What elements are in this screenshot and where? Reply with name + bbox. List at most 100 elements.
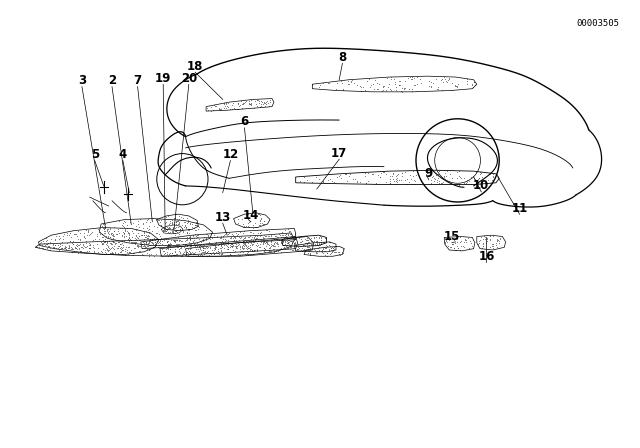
Point	[177, 249, 188, 256]
Point	[247, 248, 257, 255]
Point	[121, 243, 131, 250]
Point	[147, 235, 157, 242]
Point	[163, 215, 173, 222]
Point	[189, 230, 200, 237]
Point	[192, 233, 202, 241]
Point	[100, 249, 111, 256]
Point	[189, 235, 200, 242]
Point	[161, 223, 172, 230]
Point	[211, 244, 221, 251]
Point	[301, 176, 312, 183]
Point	[243, 220, 253, 227]
Point	[54, 232, 64, 239]
Point	[252, 240, 262, 247]
Point	[396, 173, 406, 180]
Point	[168, 241, 179, 249]
Point	[218, 236, 228, 243]
Point	[397, 88, 407, 95]
Point	[283, 237, 293, 244]
Point	[116, 243, 126, 250]
Point	[470, 175, 481, 182]
Point	[108, 234, 118, 241]
Point	[87, 228, 97, 236]
Point	[164, 245, 175, 252]
Point	[191, 239, 202, 246]
Point	[162, 242, 172, 250]
Point	[190, 226, 200, 233]
Point	[186, 251, 196, 258]
Point	[429, 175, 440, 182]
Point	[385, 173, 395, 180]
Point	[106, 234, 116, 241]
Point	[300, 242, 310, 250]
Point	[266, 232, 276, 239]
Point	[227, 240, 237, 247]
Point	[62, 229, 72, 236]
Point	[210, 243, 220, 250]
Point	[145, 237, 155, 245]
Point	[159, 227, 169, 234]
Point	[373, 172, 383, 179]
Point	[318, 178, 328, 185]
Point	[52, 242, 63, 249]
Point	[411, 171, 421, 178]
Point	[244, 99, 254, 107]
Point	[207, 246, 217, 254]
Point	[399, 86, 409, 93]
Point	[234, 241, 244, 248]
Point	[163, 228, 173, 236]
Point	[259, 218, 269, 225]
Point	[180, 225, 191, 232]
Point	[243, 223, 253, 230]
Point	[85, 245, 95, 252]
Point	[331, 248, 341, 255]
Point	[424, 77, 435, 84]
Point	[243, 214, 253, 221]
Point	[115, 224, 125, 231]
Point	[67, 248, 77, 255]
Point	[59, 230, 69, 237]
Point	[299, 245, 309, 252]
Point	[214, 105, 224, 112]
Point	[166, 219, 177, 226]
Point	[298, 245, 308, 252]
Point	[333, 248, 343, 255]
Point	[188, 237, 198, 245]
Point	[175, 217, 186, 224]
Point	[140, 243, 150, 250]
Point	[232, 242, 243, 250]
Point	[306, 240, 316, 247]
Point	[50, 237, 60, 244]
Point	[394, 81, 404, 88]
Point	[157, 240, 167, 247]
Point	[173, 223, 183, 230]
Point	[282, 236, 292, 243]
Point	[236, 233, 246, 240]
Point	[74, 249, 84, 256]
Point	[264, 103, 275, 110]
Point	[172, 220, 182, 228]
Point	[319, 244, 330, 251]
Point	[160, 250, 170, 257]
Point	[129, 250, 140, 257]
Point	[120, 248, 130, 255]
Point	[229, 235, 239, 242]
Point	[172, 228, 182, 236]
Point	[259, 232, 269, 239]
Point	[143, 241, 153, 248]
Point	[464, 178, 474, 185]
Point	[138, 251, 148, 258]
Point	[275, 233, 285, 240]
Point	[248, 230, 258, 237]
Point	[189, 252, 200, 259]
Point	[237, 229, 248, 236]
Point	[223, 103, 234, 111]
Point	[42, 245, 52, 252]
Point	[456, 237, 466, 245]
Point	[88, 243, 98, 250]
Point	[84, 245, 94, 252]
Point	[101, 245, 111, 252]
Point	[191, 222, 202, 229]
Point	[193, 234, 203, 241]
Point	[143, 233, 153, 240]
